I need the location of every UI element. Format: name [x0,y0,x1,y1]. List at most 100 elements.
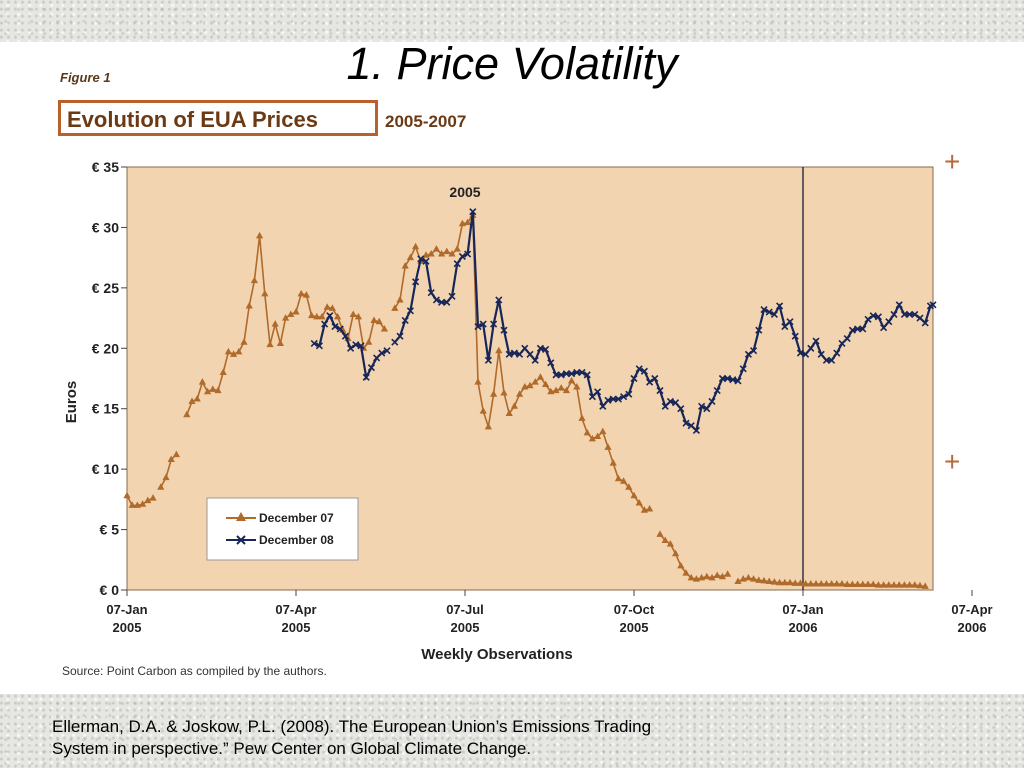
dec08-point [383,347,391,355]
dec08-point [661,402,669,410]
dec07-point [698,573,706,581]
dec07-point [313,312,321,320]
dec08-point [484,356,492,364]
dec08-point [656,387,664,395]
dec07-point [838,579,846,587]
dec08-point [557,371,565,379]
dec08-point [817,350,825,358]
dec07-point [240,338,248,345]
dec07-point [157,483,165,490]
dec07-point [812,579,820,587]
dec08-point [770,310,778,319]
y-tick-label: € 5 [100,522,120,538]
dec08-point [347,344,355,352]
dec08-point [464,250,472,258]
x-tick-label: 07-Apr [951,602,992,617]
x-axis: 07-Jan 2005 07-Apr 2005 07-Jul 2005 07-Oct 2005… [106,590,993,635]
dec07-point [708,573,716,581]
dec08-point [692,426,700,435]
dec07-point [505,409,513,417]
dec08-point [422,257,430,265]
dec07-point [453,245,461,252]
dec07-point [739,575,747,582]
dec08-point [536,344,544,352]
chart-banner-title: Evolution of EUA Prices [58,100,378,136]
y-tick-label: € 35 [92,159,119,175]
dec07-point [495,346,503,354]
dec08-point [443,298,451,306]
dec07-point [521,382,529,390]
dec07-point [666,540,674,547]
x-tick-year-label: 2005 [113,620,142,635]
dec07-point [677,561,685,569]
dec08-point [331,322,339,331]
dec08-point [929,301,937,309]
dec07-point [308,311,316,319]
dec08-point [620,393,628,401]
dec08-point [630,374,638,383]
x-tick-year-label: 2006 [958,620,987,635]
dec08-point [427,289,435,297]
y-tick-label: € 0 [100,582,120,598]
dec08-point [453,260,461,268]
dec08-point [547,359,555,367]
x-tick-label: 07-Oct [614,602,655,617]
dec07-point [375,317,383,325]
dec07-point [230,350,238,357]
y-axis-label: Euros [63,381,80,424]
x-tick-label: 07-Jul [446,602,484,617]
dec07-point [128,501,136,508]
source-note: Source: Point Carbon as compiled by the … [62,664,327,678]
dec08-point [921,319,929,327]
dec07-point [328,304,336,311]
dec08-point [708,397,716,406]
dec07-point [781,578,789,586]
dec07-point [859,580,867,588]
plus-decoration-bottom: + [944,446,961,477]
dec07-point [692,575,700,582]
dec07-point [583,428,591,436]
dec07-point [391,304,399,311]
year-labels: 200520062007 [449,184,480,200]
dec07-point [193,395,201,402]
dec08-point [474,322,482,331]
legend: December 07 December 08 [206,497,359,561]
dec07-point [786,578,794,586]
dec08-point [573,368,581,377]
dec08-point [432,296,440,304]
dec07-point [890,581,898,588]
dec07-point [464,218,472,226]
dec07-point [614,474,622,482]
dec07-point [630,491,638,499]
dec07-point [510,402,518,409]
dec07-point [349,310,357,317]
dec07-point [443,247,451,255]
dec07-point [828,579,836,587]
dec08-point [880,324,888,332]
dec08-point [776,302,784,310]
dec07-point [755,576,763,583]
dec07-point [245,301,253,309]
dec08-point [396,332,404,340]
dec07-point [144,496,152,504]
dec07-point [323,303,331,310]
dec08-point [542,345,550,354]
dec07-point [365,338,373,345]
dec08-point [760,306,768,314]
dec07-point [911,581,919,588]
dec08-point [588,393,596,401]
dec08-point [755,326,763,334]
dec08-point [505,350,513,358]
dec07-point [885,581,893,588]
dec08-point [614,395,622,403]
dec07-point [172,450,180,458]
dec08-point [744,350,752,358]
dec07-point [183,410,191,418]
series-layer [123,208,937,589]
dec08-point [526,350,534,358]
dec07-point [188,397,196,404]
dec07-point [198,378,206,385]
dec07-point [604,443,612,450]
dec08-point [890,310,898,319]
dec08-point [352,341,360,349]
